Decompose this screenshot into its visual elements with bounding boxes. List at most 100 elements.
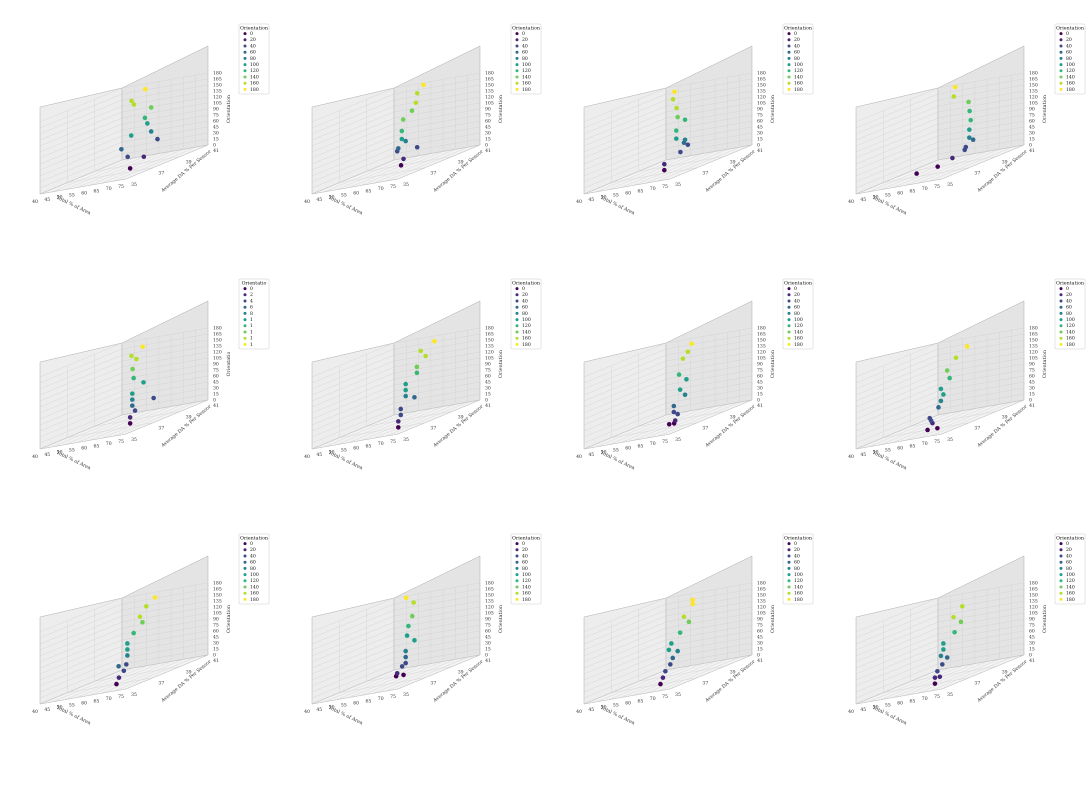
legend-marker [787, 81, 791, 85]
z-tick-label: 15 [213, 392, 219, 398]
x-tick-label: 65 [93, 188, 99, 194]
legend-entry: 180 [522, 87, 531, 93]
legend-marker [243, 579, 247, 583]
legend-entry: 180 [250, 87, 259, 93]
legend-entry: 120 [1066, 68, 1075, 74]
legend-entry: 0 [250, 286, 253, 292]
x-tick-label: 40 [576, 454, 582, 460]
legend-marker [243, 591, 247, 595]
legend-entry: 40 [794, 298, 800, 304]
z-tick-label: 15 [1029, 137, 1035, 143]
z-tick-label: 75 [1029, 368, 1035, 374]
legend-marker [515, 330, 519, 334]
x-tick-label: 40 [304, 709, 310, 715]
legend-marker [515, 311, 519, 315]
y-tick-label: 39 [186, 669, 192, 675]
legend-marker [787, 32, 791, 36]
legend-marker [243, 75, 247, 79]
x-tick-label: 65 [637, 698, 643, 704]
z-tick-label: 165 [1029, 587, 1038, 593]
z-tick-label: 165 [757, 77, 766, 83]
legend-entry: 180 [1066, 597, 1075, 603]
z-tick-label: 15 [1029, 392, 1035, 398]
data-point [940, 662, 945, 667]
z-tick-label: 150 [485, 83, 494, 89]
legend-marker [787, 330, 791, 334]
z-tick-label: 90 [757, 107, 763, 113]
y-tick-label: 39 [458, 159, 464, 165]
legend-marker [515, 63, 519, 67]
data-point [116, 675, 122, 680]
data-point [127, 166, 133, 171]
z-tick-label: 165 [757, 332, 766, 338]
subplot-2: 40 45 50 55 60 65 70 75 353739410153045607590105… [304, 23, 542, 217]
legend-marker [515, 324, 519, 328]
data-point [662, 161, 667, 167]
z-tick-label: 150 [1029, 593, 1038, 599]
z-tick-label: 15 [757, 647, 763, 653]
data-point [396, 425, 401, 430]
data-point [671, 403, 677, 409]
data-point [142, 86, 148, 92]
data-point [944, 655, 950, 660]
legend-marker [515, 597, 519, 601]
legend-entry: 60 [794, 50, 800, 56]
z-tick-label: 15 [757, 392, 763, 398]
legend-marker [1059, 597, 1063, 601]
legend-entry: 60 [522, 305, 528, 311]
legend-entry: 100 [250, 572, 259, 578]
legend-marker [515, 542, 519, 546]
z-tick-label: 15 [485, 392, 491, 398]
data-point [152, 595, 158, 600]
z-tick-label: 30 [757, 641, 763, 647]
data-point [951, 614, 956, 620]
legend-marker [1059, 75, 1063, 79]
legend-entry: 100 [1066, 62, 1075, 68]
legend-entry: 20 [794, 547, 800, 553]
legend-marker [243, 44, 247, 48]
legend-entry: 0 [794, 31, 797, 37]
legend-marker [1059, 542, 1063, 546]
x-tick-label: 55 [69, 193, 75, 199]
z-axis-label: Orientation [770, 350, 776, 378]
x-tick-label: 55 [341, 193, 347, 199]
x-tick-label: 70 [650, 186, 656, 192]
y-tick-label: 37 [974, 426, 980, 432]
z-tick-label: 45 [485, 635, 491, 641]
x-tick-label: 65 [637, 443, 643, 449]
legend-marker [1059, 56, 1063, 60]
x-tick-label: 45 [588, 197, 594, 203]
z-axis-label: Orientation [498, 605, 504, 633]
data-point [432, 338, 437, 344]
legend-entry: 120 [1066, 578, 1075, 584]
legend-entry: 0 [794, 541, 797, 547]
legend-marker [515, 75, 519, 79]
z-tick-label: 75 [213, 113, 219, 119]
legend-entry: 120 [794, 68, 803, 74]
legend-entry: 40 [250, 553, 256, 559]
data-point [141, 154, 147, 160]
data-point [403, 595, 409, 601]
data-point [680, 356, 686, 361]
legend-entry: 0 [522, 31, 525, 37]
z-tick-label: 150 [1029, 338, 1038, 344]
z-tick-label: 75 [1029, 623, 1035, 629]
legend-marker [787, 287, 791, 291]
legend-entry: 80 [794, 566, 800, 572]
z-tick-label: 0 [485, 398, 488, 404]
data-point [125, 647, 130, 652]
y-tick-label: 41 [757, 148, 763, 154]
z-tick-label: 75 [213, 623, 219, 629]
legend-marker [787, 542, 791, 546]
z-tick-label: 90 [485, 362, 491, 368]
legend-marker [515, 342, 519, 346]
x-tick-label: 60 [897, 190, 903, 196]
legend-marker [243, 38, 247, 42]
x-tick-label: 40 [32, 709, 38, 715]
back-right-pane [121, 555, 209, 671]
legend-marker [787, 299, 791, 303]
legend-entry: 100 [522, 62, 531, 68]
data-point [685, 142, 691, 148]
